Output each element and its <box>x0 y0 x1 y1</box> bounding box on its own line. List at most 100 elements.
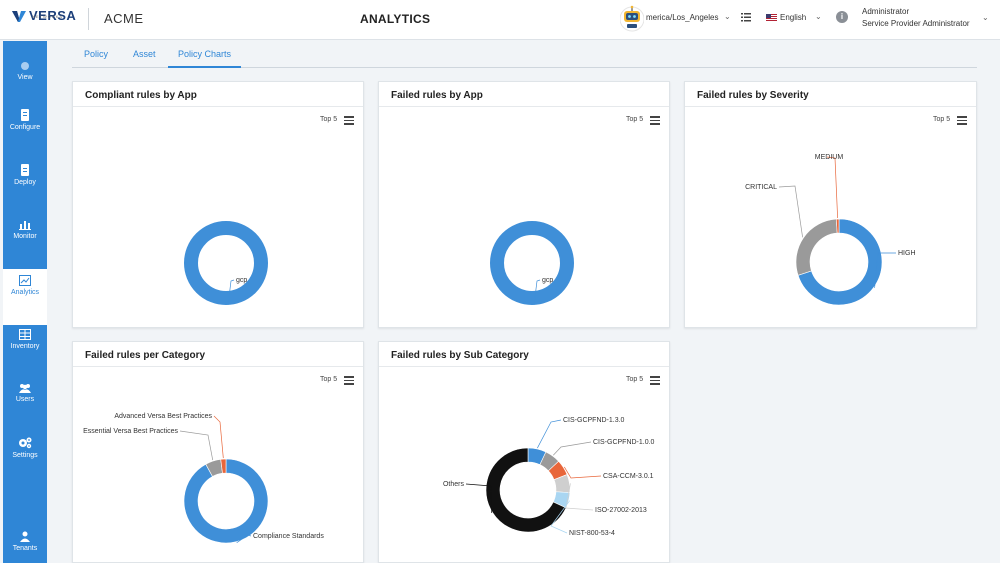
versa-logo-icon <box>12 10 26 22</box>
menu-icon[interactable] <box>650 376 660 385</box>
chart-card-failed-by-app: Failed rules by App Top 5 gcp <box>378 81 670 328</box>
page-title: ANALYTICS <box>360 12 431 26</box>
chevron-down-icon[interactable]: ⌄ <box>982 13 989 22</box>
donut-chart: gcp <box>184 221 268 306</box>
data-label: CRITICAL <box>745 184 777 191</box>
sidebar-item-label: Configure <box>9 124 41 131</box>
assistant-bot-icon[interactable] <box>620 4 644 34</box>
tenant-name: ACME <box>104 11 144 26</box>
menu-icon[interactable] <box>650 116 660 125</box>
chart-card-failed-by-subcategory: Failed rules by Sub Category Top 5 CIS-G… <box>378 341 670 563</box>
data-label: CIS-GCPFND-1.0.0 <box>593 439 655 446</box>
chevron-down-icon[interactable]: ⌄ <box>815 12 822 21</box>
label-leader-line <box>565 483 594 511</box>
tab-bar: Policy Asset Policy Charts <box>72 44 977 68</box>
donut-slice-gcp[interactable] <box>184 221 268 305</box>
sidebar: View Configure Deploy Monitor Analytics … <box>3 41 47 563</box>
data-label: ISO-27002-2013 <box>595 507 647 514</box>
data-label: MEDIUM <box>815 154 844 161</box>
card-divider <box>379 106 669 107</box>
donut-slice-compliance-standards[interactable] <box>183 458 269 544</box>
label-leader-line <box>533 279 541 306</box>
timezone-label[interactable]: merica/Los_Angeles <box>646 13 719 22</box>
deploy-icon <box>21 164 29 176</box>
user-name[interactable]: Administrator <box>862 7 910 16</box>
data-label: CIS-GCPFND-1.3.0 <box>563 417 625 424</box>
label-leader-line <box>465 483 493 514</box>
top-header: VERSA NETWORKS ACME ANALYTICS merica/Los… <box>0 0 1000 40</box>
list-icon[interactable] <box>741 13 751 22</box>
donut-slice-gcp[interactable] <box>490 221 574 305</box>
menu-icon[interactable] <box>957 116 967 125</box>
card-divider <box>685 106 976 107</box>
donut-slice-medium[interactable] <box>835 218 840 234</box>
sidebar-item-view[interactable]: View <box>3 61 47 111</box>
donut-slice-high[interactable] <box>797 218 883 306</box>
top-n-label[interactable]: Top 5 <box>320 116 338 123</box>
sidebar-item-label: Tenants <box>12 545 38 552</box>
sidebar-item-configure[interactable]: Configure <box>3 109 47 159</box>
view-icon <box>21 62 29 70</box>
chevron-down-icon[interactable]: ⌄ <box>724 12 731 21</box>
donut-slice-critical[interactable] <box>795 218 838 276</box>
data-label: NIST-800-53-4 <box>569 530 615 537</box>
label-leader-line <box>553 441 592 456</box>
data-label: Others <box>443 481 465 488</box>
label-leader-line <box>213 415 224 459</box>
sidebar-item-settings[interactable]: Settings <box>3 437 47 487</box>
sidebar-item-analytics[interactable]: Analytics <box>3 269 47 325</box>
donut-chart: HIGH CRITICAL MEDIUM <box>745 154 916 306</box>
top-n-label[interactable]: Top 5 <box>933 116 951 123</box>
label-leader-line <box>236 534 252 543</box>
sidebar-item-label: View <box>17 74 33 81</box>
donut-chart: Compliance Standards Essential Versa Best… <box>83 413 324 544</box>
sidebar-item-deploy[interactable]: Deploy <box>3 164 47 214</box>
tab-policy[interactable]: Policy <box>84 49 109 59</box>
sidebar-item-label: Deploy <box>14 179 36 186</box>
top-n-label[interactable]: Top 5 <box>320 376 338 383</box>
card-title: Compliant rules by App <box>85 90 197 101</box>
card-title: Failed rules by App <box>391 90 483 101</box>
label-leader-line <box>537 419 562 449</box>
card-title: Failed rules per Category <box>85 350 206 361</box>
menu-icon[interactable] <box>344 376 354 385</box>
data-label: gcp <box>542 277 553 284</box>
info-icon[interactable]: i <box>836 11 848 23</box>
language-selector[interactable]: English <box>780 13 807 22</box>
data-label: gcp <box>236 277 247 284</box>
sidebar-item-label: Analytics <box>10 289 39 296</box>
versa-logo[interactable]: VERSA <box>12 8 76 23</box>
menu-icon[interactable] <box>344 116 354 125</box>
donut-slice-others[interactable] <box>485 447 567 533</box>
chart-card-compliant-by-app: Compliant rules by App Top 5 gcp <box>72 81 364 328</box>
sidebar-item-label: Users <box>15 396 35 403</box>
us-flag-icon <box>766 14 777 21</box>
top-n-label[interactable]: Top 5 <box>626 376 644 383</box>
monitor-icon <box>19 221 31 230</box>
data-label: HIGH <box>898 250 916 257</box>
sidebar-item-label: Settings <box>12 452 38 459</box>
data-label: Advanced Versa Best Practices <box>114 413 212 420</box>
card-divider <box>379 366 669 367</box>
sidebar-item-tenants[interactable]: Tenants <box>3 531 47 563</box>
data-label: Compliance Standards <box>253 533 324 540</box>
chart-card-failed-per-category: Failed rules per Category Top 5 Complian… <box>72 341 364 563</box>
inventory-icon <box>19 329 31 340</box>
logo-subtext: NETWORKS <box>32 14 64 19</box>
data-label: Essential Versa Best Practices <box>83 428 178 435</box>
top-n-label[interactable]: Top 5 <box>626 116 644 123</box>
donut-slice-advanced-versa-best-practices[interactable] <box>220 458 227 474</box>
sidebar-item-inventory[interactable]: Inventory <box>3 329 47 379</box>
donut-chart: gcp <box>490 221 574 306</box>
card-title: Failed rules by Sub Category <box>391 350 529 361</box>
tenants-icon <box>20 531 30 542</box>
tab-asset[interactable]: Asset <box>133 49 156 59</box>
tab-policy-charts[interactable]: Policy Charts <box>168 49 242 68</box>
sidebar-item-monitor[interactable]: Monitor <box>3 219 47 269</box>
sidebar-item-users[interactable]: Users <box>3 383 47 433</box>
sidebar-item-label: Inventory <box>10 343 40 350</box>
data-label: CSA-CCM-3.0.1 <box>603 473 654 480</box>
label-leader-line <box>227 279 235 306</box>
card-divider <box>73 106 363 107</box>
logo-text: VERSA <box>29 8 77 23</box>
